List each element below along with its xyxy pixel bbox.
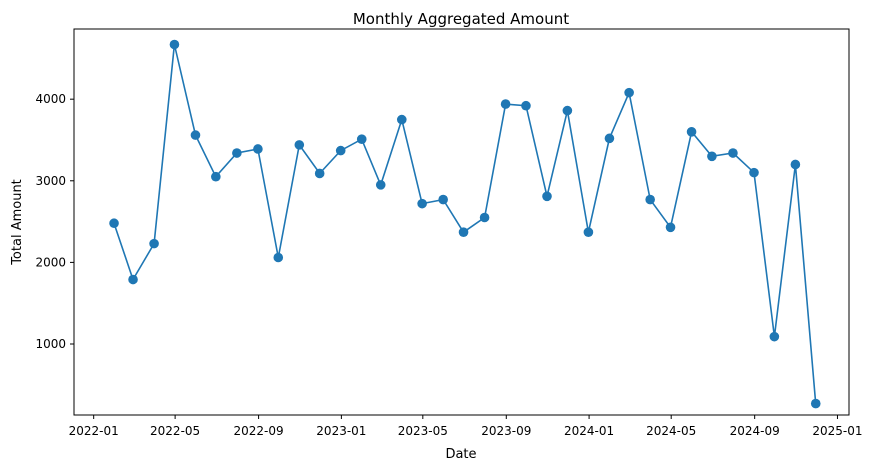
y-tick-label: 4000 [35, 92, 66, 106]
data-point [109, 218, 119, 229]
data-point [314, 168, 325, 179]
data-point [665, 222, 676, 233]
data-point [273, 252, 284, 263]
data-point [479, 212, 490, 223]
data-point [232, 148, 242, 158]
y-tick-label: 1000 [35, 337, 66, 351]
x-tick-label: 2025-01 [812, 424, 862, 438]
x-tick-label: 2023-05 [398, 424, 448, 438]
data-point [790, 159, 801, 170]
series-line [113, 44, 817, 404]
y-tick-label: 2000 [35, 255, 66, 269]
data-point [583, 227, 594, 238]
data-point [728, 148, 738, 158]
data-point [335, 145, 346, 156]
data-point [645, 194, 655, 205]
x-tick-label: 2024-01 [564, 424, 614, 438]
data-point [253, 144, 263, 154]
data-point [128, 274, 138, 285]
data-point [624, 87, 634, 98]
data-point [375, 180, 386, 190]
y-axis: 1000 2000 3000 4000 [35, 92, 74, 351]
data-point [769, 331, 780, 342]
x-axis-label: Date [445, 447, 476, 462]
x-tick-label: 2024-09 [730, 424, 780, 438]
plot-area-frame [73, 28, 850, 416]
data-point [810, 398, 821, 409]
data-point [294, 140, 305, 150]
data-point [356, 134, 367, 144]
data-point [604, 133, 615, 144]
y-tick-label: 3000 [35, 174, 66, 188]
data-point [458, 227, 469, 238]
x-tick-label: 2022-05 [150, 424, 200, 438]
chart-title: Monthly Aggregated Amount [353, 10, 569, 28]
data-markers [109, 39, 821, 409]
data-point [211, 171, 221, 182]
data-point [190, 130, 201, 140]
data-point [438, 194, 448, 205]
data-point [500, 99, 511, 109]
data-point [169, 39, 180, 50]
data-point [707, 151, 717, 162]
data-point [749, 167, 759, 178]
data-point [521, 100, 531, 111]
x-tick-label: 2022-09 [234, 424, 284, 438]
x-tick-label: 2024-05 [646, 424, 696, 438]
data-point [542, 191, 552, 202]
x-axis: 2022-01 2022-05 2022-09 2023-01 2023-05 2023-… [69, 415, 863, 438]
x-tick-label: 2023-09 [481, 424, 531, 438]
x-tick-label: 2022-01 [69, 424, 119, 438]
data-point [396, 114, 407, 125]
y-axis-label: Total Amount [10, 179, 25, 266]
data-point [417, 198, 427, 209]
x-tick-label: 2023-01 [316, 424, 366, 438]
data-point [149, 238, 159, 249]
data-point [562, 105, 573, 116]
data-point [686, 127, 697, 137]
